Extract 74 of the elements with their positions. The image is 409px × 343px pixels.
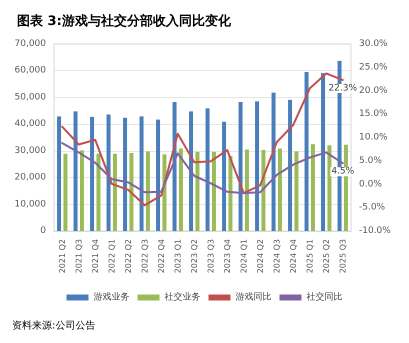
y2-tick-label: 15.0% <box>359 109 388 120</box>
bar <box>228 156 232 231</box>
y-tick-label: 50,000 <box>14 92 46 102</box>
x-tick-label: 2025 Q3 <box>338 239 348 274</box>
y2-tick-label: 10.0% <box>359 132 388 142</box>
text: 资料来源:公司公告 <box>12 320 96 332</box>
x-tick-label: 2024 Q4 <box>288 239 298 274</box>
y2-tick-label: 30.0% <box>359 39 388 49</box>
y-tick-label: 20,000 <box>14 172 46 183</box>
x-tick-label: 2021 Q2 <box>58 239 67 274</box>
y2-tick-label: -5.0% <box>359 202 386 213</box>
x-tick-label: 2023 Q4 <box>222 239 232 274</box>
bar <box>206 108 210 231</box>
bar <box>212 152 216 231</box>
legend-label: 社交业务 <box>164 292 200 302</box>
bar <box>272 92 276 231</box>
x-tick-label: 2024 Q3 <box>272 239 282 274</box>
y2-tick-label: 20.0% <box>359 86 388 96</box>
x-tick-label: 2021 Q4 <box>90 239 100 274</box>
bar <box>74 111 78 231</box>
bar <box>222 122 226 231</box>
x-tick-label: 2022 Q4 <box>156 239 166 274</box>
x-tick-label: 2024 Q1 <box>239 239 248 274</box>
x-tick-label: 2022 Q1 <box>107 239 116 274</box>
y2-tick-label: 0.0% <box>359 179 382 190</box>
bar <box>304 72 309 231</box>
bar <box>278 148 282 231</box>
bar <box>112 154 117 231</box>
x-tick-label: 2023 Q3 <box>206 239 216 274</box>
bar <box>255 101 260 231</box>
bar <box>195 152 200 231</box>
x-tick-label: 2025 Q1 <box>305 239 314 274</box>
bar <box>294 151 298 231</box>
bar <box>146 151 150 231</box>
y-tick-label: 40,000 <box>14 119 46 130</box>
y2-tick-label: -10.0% <box>359 226 392 236</box>
bar <box>80 150 84 231</box>
legend-label: 游戏业务 <box>94 292 130 302</box>
legend-label: 游戏同比 <box>236 292 272 302</box>
x-tick-label: 2025 Q2 <box>322 239 331 274</box>
y2-tick-label: 5.0% <box>359 156 382 166</box>
y-tick-label: 60,000 <box>14 66 46 76</box>
data-label: 22.3% <box>328 83 358 94</box>
bar <box>288 100 292 231</box>
y-tick-label: 30,000 <box>14 146 46 156</box>
chart-title: 图表 3:游戏与社交分部收入同比变化 <box>17 13 232 29</box>
x-tick-label: 2022 Q2 <box>124 239 133 274</box>
bar <box>327 145 332 231</box>
data-label: 4.5% <box>331 166 355 177</box>
y-tick-label: 10,000 <box>14 199 46 210</box>
bar <box>140 116 144 231</box>
bar <box>96 154 100 231</box>
legend-label: 社交同比 <box>306 292 342 302</box>
bar <box>178 148 183 231</box>
y-tick-label: 70,000 <box>14 39 46 49</box>
x-tick-label: 2023 Q2 <box>190 239 199 274</box>
bar <box>63 154 68 231</box>
x-tick-label: 2021 Q3 <box>74 239 84 274</box>
bar <box>90 116 94 231</box>
x-tick-label: 2022 Q3 <box>140 239 150 274</box>
bar <box>156 120 160 231</box>
bar <box>238 102 243 231</box>
x-tick-label: 2023 Q1 <box>173 239 182 274</box>
x-tick-label: 2024 Q2 <box>256 239 265 274</box>
bar <box>106 114 111 231</box>
bar <box>310 144 315 231</box>
bar <box>123 118 128 231</box>
y-tick-label: 0 <box>40 226 46 236</box>
bar <box>189 111 194 231</box>
bar <box>57 116 62 231</box>
bar <box>321 73 326 231</box>
bar <box>244 150 249 231</box>
y2-tick-label: 25.0% <box>359 62 388 72</box>
bar <box>129 152 134 231</box>
